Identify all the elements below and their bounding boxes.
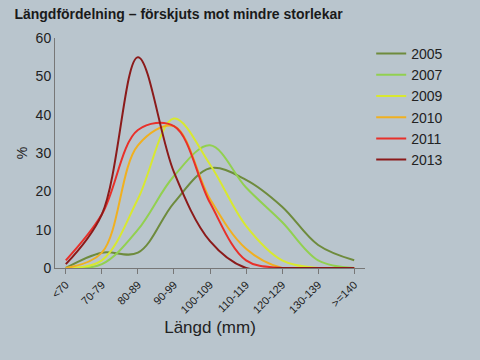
svg-text:100-109: 100-109 bbox=[178, 279, 215, 316]
svg-text:70-79: 70-79 bbox=[79, 279, 107, 307]
svg-text:2005: 2005 bbox=[411, 46, 442, 62]
svg-text:10: 10 bbox=[36, 222, 52, 238]
svg-text:110-119: 110-119 bbox=[215, 279, 251, 315]
svg-text:%: % bbox=[14, 147, 30, 159]
svg-text:50: 50 bbox=[36, 68, 52, 84]
svg-text:90-99: 90-99 bbox=[151, 279, 179, 307]
svg-text:Längdfördelning – förskjuts mo: Längdfördelning – förskjuts mot mindre s… bbox=[14, 6, 343, 22]
svg-text:2011: 2011 bbox=[411, 131, 441, 147]
svg-text:2013: 2013 bbox=[411, 152, 442, 168]
svg-text:120-129: 120-129 bbox=[250, 279, 287, 316]
svg-text:30: 30 bbox=[36, 145, 52, 161]
svg-text:40: 40 bbox=[36, 107, 52, 123]
svg-text:60: 60 bbox=[36, 30, 52, 46]
svg-text:2009: 2009 bbox=[411, 88, 442, 104]
svg-text:<70: <70 bbox=[49, 279, 71, 301]
svg-text:>=140: >=140 bbox=[329, 279, 360, 310]
svg-text:130-139: 130-139 bbox=[286, 279, 323, 316]
svg-text:0: 0 bbox=[43, 260, 51, 276]
svg-text:Längd (mm): Längd (mm) bbox=[164, 318, 256, 337]
svg-text:2010: 2010 bbox=[411, 110, 442, 126]
svg-text:2007: 2007 bbox=[411, 67, 442, 83]
svg-text:20: 20 bbox=[36, 183, 52, 199]
svg-text:80-89: 80-89 bbox=[115, 279, 143, 307]
